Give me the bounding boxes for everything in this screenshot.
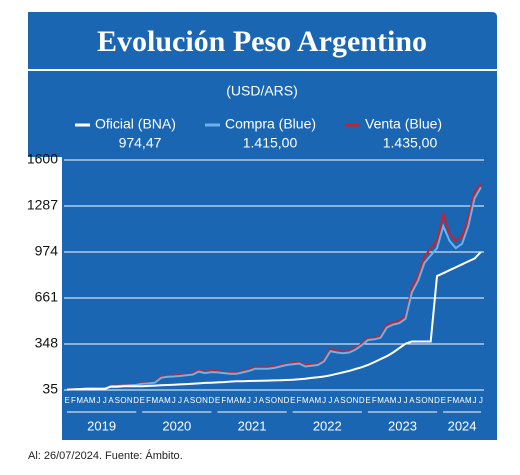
y-tick-label: 661 — [35, 289, 59, 305]
y-tick-label: 348 — [35, 335, 59, 351]
x-tick-label: E — [215, 396, 220, 405]
series-line — [67, 251, 482, 391]
x-tick-label: S — [340, 396, 345, 405]
x-tick-label: M — [377, 396, 384, 405]
subtitle: (USD/ARS) — [226, 83, 298, 99]
x-tick-label: J — [178, 396, 182, 405]
x-tick-label: O — [271, 396, 277, 405]
x-tick-label: N — [353, 396, 359, 405]
chart-title: Evolución Peso Argentino — [97, 25, 427, 58]
x-tick-label: E — [290, 396, 295, 405]
x-tick-label: D — [133, 396, 139, 405]
x-tick-label: M — [302, 396, 309, 405]
year-label: 2022 — [313, 418, 342, 433]
x-tick-label: S — [115, 396, 120, 405]
x-tick-label: N — [127, 396, 133, 405]
x-tick-label: A — [334, 396, 340, 405]
y-tick-label: 35 — [42, 381, 58, 397]
x-tick-label: E — [140, 396, 145, 405]
y-tick-label: 1287 — [27, 197, 58, 213]
x-tick-label: F — [146, 396, 151, 405]
x-tick-label: J — [253, 396, 257, 405]
x-tick-label: O — [196, 396, 202, 405]
x-tick-label: A — [83, 396, 89, 405]
x-tick-label: A — [459, 396, 465, 405]
x-tick-label: E — [441, 396, 446, 405]
year-label: 2024 — [448, 418, 477, 433]
x-tick-label: E — [64, 396, 69, 405]
x-tick-label: J — [247, 396, 251, 405]
x-tick-label: F — [372, 396, 377, 405]
x-tick-label: J — [103, 396, 107, 405]
y-tick-label: 1600 — [27, 151, 58, 167]
x-tick-label: J — [397, 396, 401, 405]
x-tick-label: M — [239, 396, 246, 405]
x-tick-label: J — [322, 396, 326, 405]
x-tick-label: N — [202, 396, 208, 405]
x-tick-label: J — [96, 396, 100, 405]
x-tick-label: F — [297, 396, 302, 405]
x-tick-label: S — [190, 396, 195, 405]
x-tick-label: O — [346, 396, 352, 405]
legend-label: Venta (Blue) — [365, 116, 442, 132]
x-tick-label: A — [409, 396, 415, 405]
x-tick-label: D — [208, 396, 214, 405]
series-line — [67, 186, 482, 391]
x-tick-label: S — [265, 396, 270, 405]
x-tick-label: A — [384, 396, 390, 405]
x-tick-label: A — [184, 396, 190, 405]
x-tick-label: M — [152, 396, 159, 405]
x-tick-label: J — [479, 396, 483, 405]
x-tick-label: M — [315, 396, 322, 405]
x-tick-label: S — [416, 396, 421, 405]
x-tick-label: O — [120, 396, 126, 405]
x-tick-label: M — [452, 396, 459, 405]
x-tick-label: N — [277, 396, 283, 405]
x-tick-label: F — [221, 396, 226, 405]
x-tick-label: M — [89, 396, 96, 405]
x-tick-label: J — [404, 396, 408, 405]
x-tick-label: D — [434, 396, 440, 405]
footnote: Al: 26/07/2024. Fuente: Ámbito. — [28, 449, 183, 462]
x-tick-label: D — [359, 396, 365, 405]
x-tick-label: M — [390, 396, 397, 405]
panel — [28, 12, 497, 440]
legend-value: 1.435,00 — [383, 135, 438, 151]
x-tick-label: F — [447, 396, 452, 405]
year-label: 2021 — [238, 418, 267, 433]
legend-label: Compra (Blue) — [225, 116, 316, 132]
year-label: 2020 — [162, 418, 191, 433]
x-tick-label: A — [234, 396, 240, 405]
x-tick-label: J — [473, 396, 477, 405]
x-tick-label: J — [172, 396, 176, 405]
year-label: 2019 — [87, 418, 116, 433]
x-tick-label: E — [365, 396, 370, 405]
legend-value: 974,47 — [119, 135, 162, 151]
x-tick-label: M — [465, 396, 472, 405]
x-tick-label: F — [71, 396, 76, 405]
y-tick-label: 974 — [35, 243, 59, 259]
x-tick-label: M — [227, 396, 234, 405]
x-tick-label: A — [158, 396, 164, 405]
x-tick-label: D — [284, 396, 290, 405]
legend-value: 1.415,00 — [243, 135, 298, 151]
legend-label: Oficial (BNA) — [95, 116, 176, 132]
x-tick-label: O — [421, 396, 427, 405]
x-tick-label: A — [108, 396, 114, 405]
year-label: 2023 — [388, 418, 417, 433]
x-tick-label: N — [428, 396, 434, 405]
x-tick-label: M — [164, 396, 171, 405]
x-tick-label: J — [328, 396, 332, 405]
x-tick-label: A — [259, 396, 265, 405]
x-tick-label: M — [76, 396, 83, 405]
x-tick-label: A — [309, 396, 315, 405]
